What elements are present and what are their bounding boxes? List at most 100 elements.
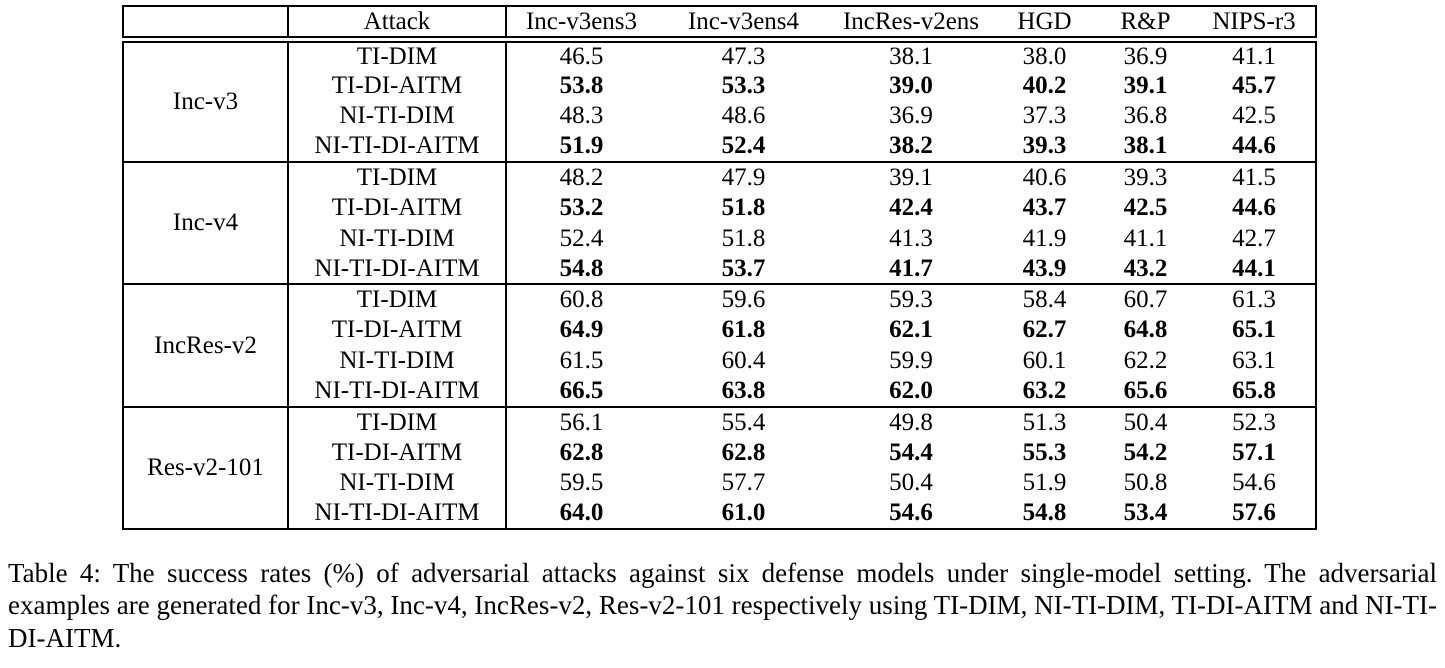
paper-page: Attack Inc-v3ens3 Inc-v3ens4 IncRes-v2en…	[0, 5, 1445, 668]
source-model-label: Inc-v4	[123, 160, 289, 285]
success-rate-value: 42.7	[1232, 224, 1276, 252]
success-rate-value: 51.8	[721, 193, 766, 221]
header-defense-model: IncRes-v2ens	[831, 6, 991, 43]
success-rate-value: 41.9	[1022, 224, 1067, 252]
success-rate-value: 52.4	[721, 132, 766, 160]
success-rate-value: 43.7	[1022, 193, 1067, 221]
success-rate-value: 64.0	[559, 499, 604, 527]
success-rate-value: 39.1	[831, 160, 991, 193]
success-rate-value: 65.8	[1232, 376, 1276, 404]
success-rate-value: 47.9	[656, 160, 831, 193]
success-rate-value: 66.5	[559, 376, 604, 404]
table-row: NI-TI-DIM 59.5 57.7 50.4 51.9 50.8 54.6	[123, 467, 1316, 499]
table-row: NI-TI-DIM 48.3 48.6 36.9 37.3 36.8 42.5	[123, 100, 1316, 132]
success-rate-value: 51.8	[721, 224, 766, 252]
success-rate-value: 51.9	[559, 132, 604, 160]
table-body: Inc-v3 TI-DIM 46.5 47.3 38.1 38.0 36.9 41.1 TI-D…	[123, 38, 1316, 529]
attack-method-label: NI-TI-DI-AITM	[288, 498, 507, 529]
success-rate-value: 54.6	[889, 499, 933, 527]
success-rate-value: 64.9	[559, 316, 604, 344]
success-rate-value: 43.9	[1022, 254, 1067, 282]
success-rate-value: 57.1	[1232, 438, 1276, 466]
success-rate-value: 63.1	[1232, 346, 1276, 374]
success-rate-value: 53.3	[721, 71, 766, 99]
success-rate-value: 39.3	[1098, 160, 1193, 193]
table-row: Inc-v3 TI-DIM 46.5 47.3 38.1 38.0 36.9 41.1	[123, 38, 1316, 162]
source-model-label: Inc-v3	[123, 38, 289, 162]
success-rate-value: 36.9	[889, 102, 933, 130]
success-rate-value: 51.9	[1022, 469, 1067, 497]
attack-method-label: NI-TI-DIM	[288, 467, 507, 499]
success-rate-value: 61.0	[721, 499, 766, 527]
success-rate-value: 39.0	[889, 71, 933, 99]
success-rate-value: 61.8	[721, 316, 766, 344]
success-rate-value: 38.1	[1123, 132, 1168, 160]
success-rate-value: 64.8	[1123, 316, 1168, 344]
success-rate-value: 48.3	[559, 102, 604, 130]
source-model-label: IncRes-v2	[123, 283, 289, 407]
success-rate-value: 48.2	[506, 160, 656, 193]
table-row: NI-TI-DIM 61.5 60.4 59.9 60.1 62.2 63.1	[123, 345, 1316, 376]
success-rate-value: 63.8	[721, 376, 766, 404]
success-rate-value: 39.1	[1123, 71, 1168, 99]
success-rate-value: 60.8	[506, 283, 656, 315]
success-rate-value: 42.5	[1123, 193, 1168, 221]
table-row: NI-TI-DI-AITM 51.9 52.4 38.2 39.3 38.1 44.6	[123, 131, 1316, 162]
success-rate-value: 65.6	[1123, 376, 1168, 404]
success-rate-value: 47.3	[656, 38, 831, 70]
success-rate-value: 37.3	[1022, 102, 1067, 130]
attack-method-label: TI-DIM	[288, 160, 507, 193]
success-rate-value: 41.1	[1123, 224, 1168, 252]
table-row: Inc-v4 TI-DIM 48.2 47.9 39.1 40.6 39.3 41.5	[123, 160, 1316, 285]
success-rate-value: 62.0	[889, 376, 933, 404]
success-rate-value: 46.5	[506, 38, 656, 70]
success-rate-value: 40.2	[1022, 71, 1067, 99]
success-rate-value: 62.8	[721, 438, 766, 466]
success-rate-value: 44.6	[1232, 132, 1276, 160]
success-rate-value: 55.4	[656, 405, 831, 438]
success-rate-value: 54.8	[559, 254, 604, 282]
attack-method-label: TI-DI-AITM	[288, 437, 507, 468]
success-rate-value: 42.5	[1232, 102, 1276, 130]
attack-method-label: TI-DIM	[288, 405, 507, 438]
success-rate-value: 49.8	[831, 405, 991, 438]
success-rate-value: 36.8	[1123, 102, 1168, 130]
success-rate-value: 61.5	[559, 346, 604, 374]
header-defense-model: NIPS-r3	[1193, 6, 1316, 43]
success-rate-value: 60.1	[1022, 346, 1067, 374]
success-rate-value: 42.4	[889, 193, 933, 221]
success-rate-value: 53.7	[721, 254, 766, 282]
success-rate-value: 36.9	[1098, 38, 1193, 70]
success-rate-value: 38.0	[991, 38, 1098, 70]
success-rate-value: 57.6	[1232, 499, 1276, 527]
success-rate-value: 53.8	[559, 71, 604, 99]
success-rate-value: 62.8	[559, 438, 604, 466]
header-defense-model: R&P	[1098, 6, 1193, 43]
success-rate-value: 62.1	[889, 316, 933, 344]
attack-method-label: NI-TI-DI-AITM	[288, 131, 507, 162]
results-table: Attack Inc-v3ens3 Inc-v3ens4 IncRes-v2en…	[122, 5, 1317, 530]
success-rate-value: 54.8	[1022, 499, 1067, 527]
success-rate-value: 53.4	[1123, 499, 1168, 527]
success-rate-value: 52.4	[559, 224, 604, 252]
success-rate-value: 59.5	[559, 469, 604, 497]
success-rate-value: 41.1	[1193, 38, 1316, 70]
success-rate-value: 61.3	[1193, 283, 1316, 315]
table-header: Attack Inc-v3ens3 Inc-v3ens4 IncRes-v2en…	[123, 6, 1316, 43]
success-rate-value: 59.6	[656, 283, 831, 315]
source-model-label: Res-v2-101	[123, 405, 289, 529]
success-rate-value: 60.7	[1098, 283, 1193, 315]
table-row: TI-DI-AITM 53.2 51.8 42.4 43.7 42.5 44.6	[123, 192, 1316, 223]
header-empty-corner-cell	[123, 6, 289, 43]
success-rate-value: 59.9	[889, 346, 933, 374]
success-rate-value: 41.3	[889, 224, 933, 252]
attack-method-label: NI-TI-DIM	[288, 100, 507, 132]
success-rate-value: 50.4	[889, 469, 933, 497]
table-caption: Table 4: The success rates (%) of advers…	[8, 557, 1437, 653]
attack-method-label: TI-DIM	[288, 283, 507, 315]
header-row: Attack Inc-v3ens3 Inc-v3ens4 IncRes-v2en…	[123, 6, 1316, 43]
success-rate-value: 60.4	[721, 346, 766, 374]
header-defense-model: HGD	[991, 6, 1098, 43]
success-rate-value: 63.2	[1022, 376, 1067, 404]
success-rate-value: 62.2	[1123, 346, 1168, 374]
